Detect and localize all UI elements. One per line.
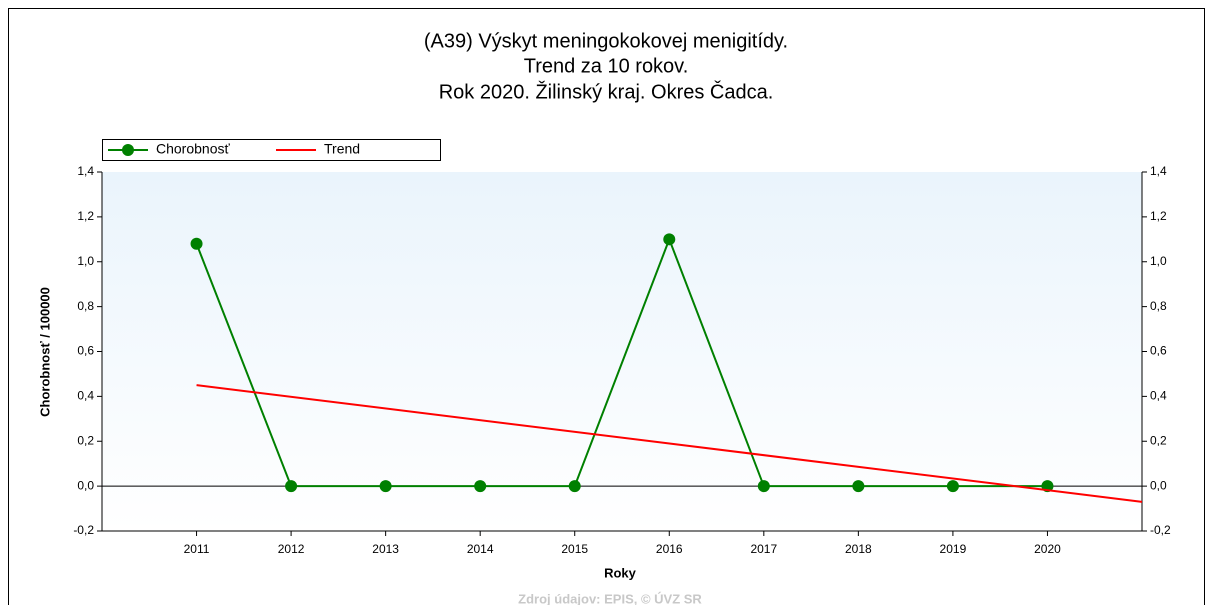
- y-tick-label: 1,4: [77, 164, 94, 178]
- chart-title: Trend za 10 rokov.: [524, 55, 689, 77]
- source: Zdroj údajov: EPIS, © ÚVZ SR: [518, 591, 702, 605]
- point: [568, 480, 581, 493]
- legend-label: Chorobnosť: [156, 141, 230, 157]
- chart-title: (A39) Výskyt meningokokovej menigitídy.: [424, 30, 788, 52]
- x-axis-title: Roky: [604, 565, 637, 580]
- y2-tick-label: 0,2: [1150, 433, 1167, 447]
- x-tick-label: 2012: [278, 542, 305, 556]
- legend-label: Trend: [324, 141, 360, 157]
- y2-tick-label: 1,0: [1150, 254, 1167, 268]
- x-tick-label: 2018: [845, 542, 872, 556]
- y2-tick-label: 0,0: [1150, 478, 1167, 492]
- x-tick-label: 2019: [940, 542, 967, 556]
- plot-area: [102, 172, 1142, 531]
- y-tick-label: 0,4: [77, 389, 94, 403]
- x-tick-label: 2016: [656, 542, 683, 556]
- y-tick-label: 0,6: [77, 344, 94, 358]
- x-tick-label: 2011: [184, 542, 210, 556]
- x-tick-label: 2015: [561, 542, 588, 556]
- y-tick-label: 1,0: [77, 254, 94, 268]
- series-line: [195, 236, 1048, 488]
- point: [474, 480, 487, 493]
- y-axis-title: Chorobnosť / 100000: [37, 287, 52, 417]
- y2-tick-label: -0,2: [1150, 523, 1171, 537]
- y2-tick-label: 1,2: [1150, 209, 1167, 223]
- y2-tick-label: 0,8: [1150, 299, 1167, 313]
- y-tick-label: -0,2: [73, 523, 94, 537]
- y-tick-label: 0,0: [77, 478, 94, 492]
- y2-tick-label: 0,6: [1150, 344, 1167, 358]
- chart-title: Rok 2020. Žilinský kraj. Okres Čadca.: [439, 80, 774, 103]
- x-tick-label: 2017: [750, 542, 777, 556]
- y-tick-label: 0,2: [77, 433, 94, 447]
- legend-marker: [122, 144, 134, 156]
- point: [757, 480, 770, 493]
- legend: [102, 139, 441, 161]
- x-tick-label: 2014: [467, 542, 494, 556]
- x-tick-label: 2020: [1034, 542, 1061, 556]
- point: [190, 237, 203, 250]
- y-tick-label: 1,2: [77, 209, 94, 223]
- x-tick-label: 2013: [372, 542, 399, 556]
- series-line: [196, 384, 1143, 503]
- point: [379, 480, 392, 493]
- y2-tick-label: 0,4: [1150, 389, 1167, 403]
- point: [946, 480, 959, 493]
- point: [285, 480, 298, 493]
- point: [852, 480, 865, 493]
- y-tick-label: 0,8: [77, 299, 94, 313]
- point: [663, 233, 676, 246]
- y2-tick-label: 1,4: [1150, 164, 1167, 178]
